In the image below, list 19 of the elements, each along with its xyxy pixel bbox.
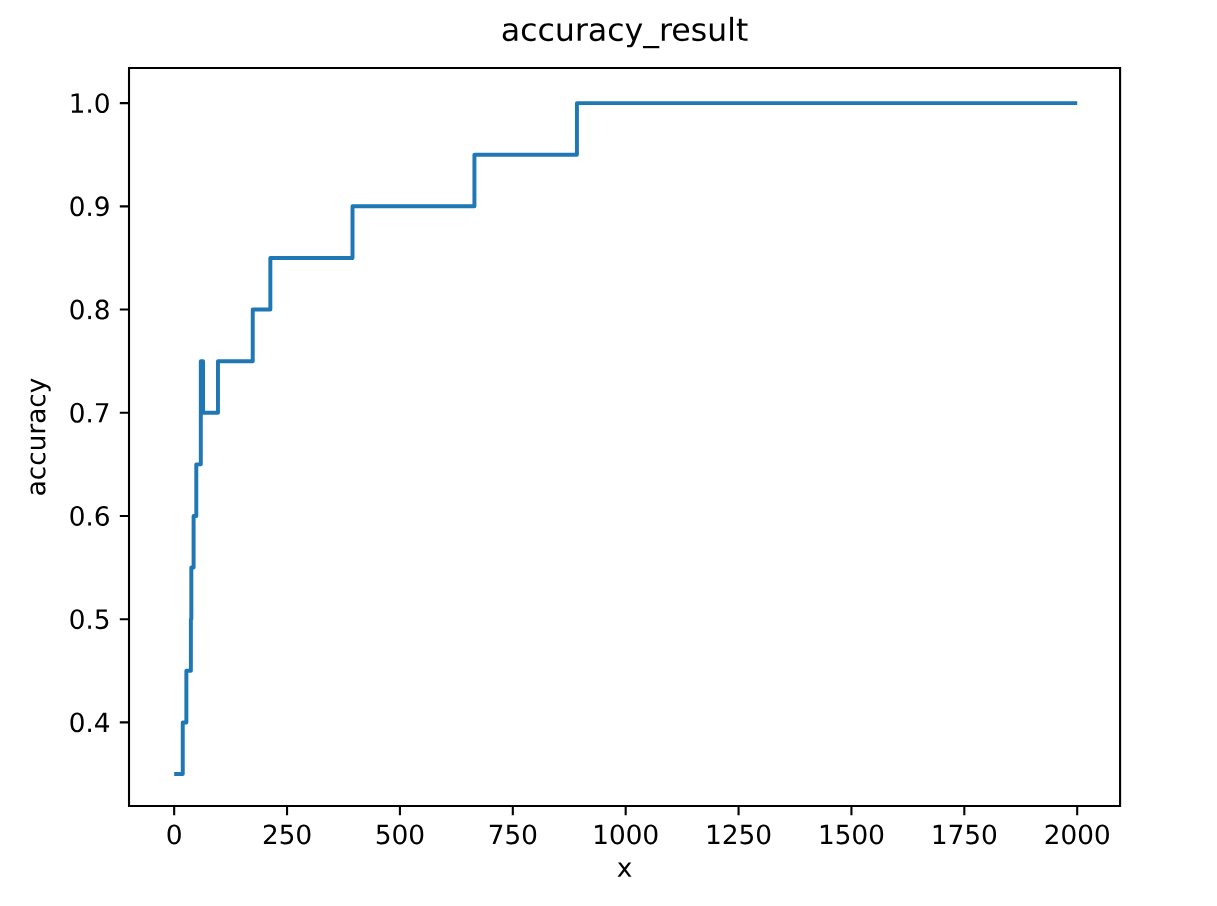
y-axis-title: accuracy (30, 378, 51, 495)
y-tick-label: 0.6 (70, 506, 109, 526)
x-tick-label: 0 (167, 824, 181, 845)
x-tick-label: 1500 (820, 824, 884, 845)
y-tick-label: 0.9 (70, 196, 109, 217)
x-tick-label: 1750 (933, 824, 997, 845)
x-axis-title: x (617, 862, 632, 877)
x-tick-label: 500 (376, 824, 424, 845)
y-tick-label: 0.4 (70, 712, 110, 733)
chart-title: accuracy_result (502, 16, 748, 49)
x-tick-label: 1000 (595, 824, 658, 845)
y-tick-label: 0.5 (70, 609, 109, 630)
y-tick-label: 0.8 (70, 299, 109, 320)
x-tick-label: 2000 (1045, 824, 1109, 845)
y-tick-label: 0.7 (70, 402, 109, 423)
x-tick-label: 1250 (707, 824, 771, 845)
x-tick-label: 250 (263, 824, 311, 845)
y-tick-label: 1.0 (71, 93, 109, 114)
x-tick-label: 750 (489, 824, 537, 845)
